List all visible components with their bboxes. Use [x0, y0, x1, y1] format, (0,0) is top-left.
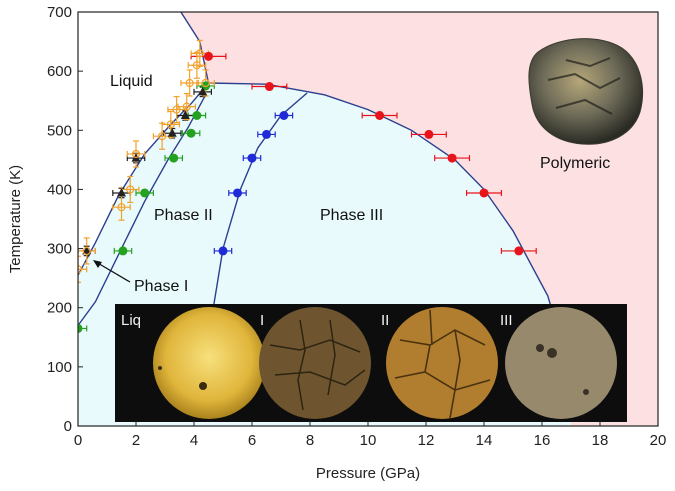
data-point [424, 129, 434, 139]
inset-liquid-bubble [158, 366, 162, 370]
data-point [82, 246, 91, 256]
data-point [140, 188, 150, 198]
data-point [198, 86, 208, 96]
inset-phase-iii-bubble [547, 348, 557, 358]
data-point [180, 110, 190, 119]
data-point [233, 188, 242, 198]
inset-phase-iii-bubble [536, 344, 544, 352]
inset-liquid-bubble [199, 382, 207, 390]
y-tick-label: 600 [47, 63, 72, 80]
y-axis-ticks: 0 100 200 300 400 500 600 700 [47, 4, 83, 435]
y-tick-label: 500 [47, 122, 72, 139]
x-axis-title: Pressure (GPa) [316, 465, 420, 482]
data-point [117, 187, 126, 197]
region-label-phase-i: Phase I [134, 278, 188, 295]
polymeric-sample-image [528, 38, 643, 145]
data-point [126, 185, 135, 194]
inset-label-phase-iii: III [500, 312, 513, 329]
region-label-phase-ii: Phase II [154, 207, 213, 224]
x-tick-label: 0 [74, 432, 82, 449]
x-tick-label: 2 [132, 432, 140, 449]
data-point [131, 149, 141, 159]
region-labels: Liquid Phase II Phase III Polymeric Phas… [93, 73, 610, 295]
inset-phase-ii-image [386, 307, 498, 419]
data-point [247, 153, 257, 163]
data-point [185, 78, 194, 88]
region-label-polymeric: Polymeric [540, 155, 610, 172]
error-bars [78, 39, 537, 332]
inset-phase-iii-bubble [583, 389, 589, 395]
inset-label-phase-i: I [260, 312, 264, 329]
y-tick-label: 0 [64, 418, 72, 435]
data-point [195, 49, 204, 58]
axes: 0 2 4 6 8 10 12 14 16 18 20 0 100 200 300 400 500 600 700… [7, 4, 666, 482]
data-point [167, 128, 177, 137]
data-point [375, 111, 385, 120]
data-point [204, 51, 213, 61]
data-point [192, 61, 201, 70]
y-tick-label: 400 [47, 181, 72, 198]
y-tick-label: 700 [47, 4, 72, 21]
inset-phase-i-image [259, 307, 371, 419]
data-point [201, 78, 210, 88]
y-tick-label: 200 [47, 300, 72, 317]
data-point [78, 323, 83, 333]
inset-label-liquid: Liq [121, 312, 141, 329]
inset-phase-i-cracks [269, 319, 366, 411]
data-point [262, 129, 271, 139]
data-points [78, 49, 524, 333]
inset-phase-ii-grains [394, 309, 491, 419]
data-point [78, 265, 83, 274]
data-point [166, 120, 175, 129]
data-point [118, 246, 128, 256]
inset-liquid-image [153, 307, 265, 419]
x-tick-label: 10 [360, 432, 377, 449]
x-tick-label: 4 [190, 432, 198, 449]
y-tick-label: 300 [47, 241, 72, 258]
y-axis-title: Temperature (K) [7, 165, 24, 273]
liquid-region [78, 12, 209, 276]
phase-i-arrowhead [93, 260, 102, 268]
x-tick-label: 20 [650, 432, 667, 449]
data-point [218, 246, 228, 256]
data-point [479, 188, 489, 198]
x-tick-label: 18 [592, 432, 609, 449]
region-label-liquid: Liquid [110, 73, 153, 90]
data-point [82, 245, 92, 255]
polymeric-sample-photo [528, 38, 643, 145]
y-tick-label: 100 [47, 359, 72, 376]
data-point [117, 203, 126, 212]
inset-phase-iii-image [505, 307, 617, 419]
x-tick-label: 16 [534, 432, 551, 449]
data-point [264, 82, 274, 92]
x-tick-label: 6 [248, 432, 256, 449]
x-tick-label: 14 [476, 432, 493, 449]
inset-label-phase-ii: II [381, 312, 389, 329]
x-tick-label: 8 [306, 432, 314, 449]
region-label-phase-iii: Phase III [320, 207, 383, 224]
data-point [169, 153, 179, 163]
data-point [158, 132, 167, 141]
microscope-inset: Liq I II III [115, 304, 627, 422]
boundary-I-II [78, 94, 207, 326]
x-tick-label: 12 [418, 432, 435, 449]
data-point [447, 153, 457, 163]
data-point [279, 111, 289, 120]
phase-i-arrow [95, 261, 131, 283]
data-point [172, 105, 181, 114]
data-point [182, 102, 191, 111]
x-axis-ticks: 0 2 4 6 8 10 12 14 16 18 20 [74, 421, 667, 449]
data-point [514, 246, 524, 256]
polymeric-sample-texture [547, 57, 621, 115]
data-point [186, 128, 196, 138]
data-point [192, 111, 202, 120]
